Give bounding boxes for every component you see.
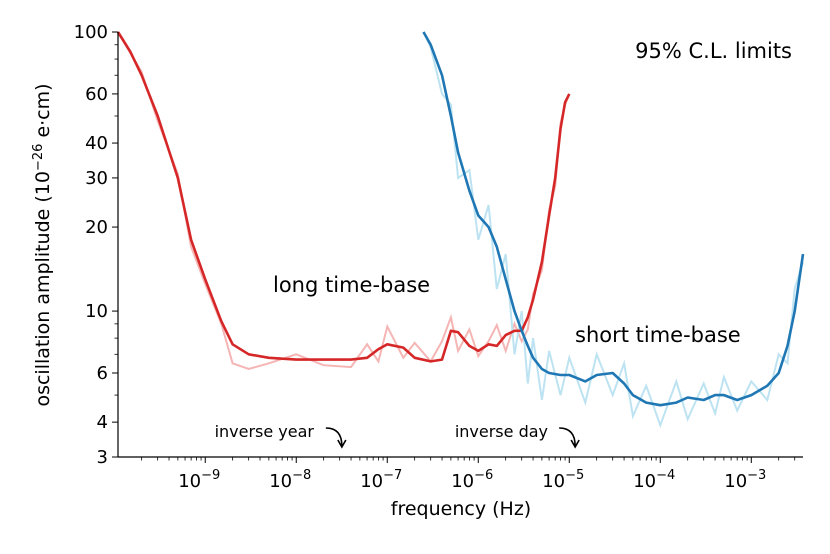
- y-tick-label: 40: [85, 133, 108, 154]
- y-tick-label: 60: [85, 84, 108, 105]
- y-tick-label: 3: [97, 447, 108, 468]
- chart-title: 95% C.L. limits: [635, 39, 792, 63]
- long-time-base-label: long time-base: [273, 273, 430, 297]
- y-tick-label: 6: [97, 363, 108, 384]
- x-tick-label: 10−7: [360, 468, 402, 492]
- series-raw-long-time-base: [117, 31, 571, 371]
- series-layer: [116, 31, 805, 429]
- x-tick-label: 10−8: [269, 468, 311, 492]
- x-tick-label: 10−5: [542, 468, 584, 492]
- x-tick-label: 10−4: [633, 468, 675, 492]
- x-tick-label: 10−3: [724, 468, 766, 492]
- series-raw-short-time-base: [422, 31, 804, 429]
- short-time-base-label: short time-base: [575, 323, 741, 347]
- series-line-long-time-base: [116, 31, 571, 363]
- y-tick-label: 4: [97, 412, 108, 433]
- ticks-layer: 10−9 10−8 10−7 10−6 10−5 10−4 10−3 3 4 6 10 20 30 40 6…: [74, 22, 796, 492]
- y-tick-label: 10: [85, 301, 108, 322]
- inverse-day-marker: inverse day: [455, 422, 580, 449]
- axes-layer: [117, 32, 803, 458]
- x-axis-label: frequency (Hz): [391, 498, 531, 520]
- inverse-year-marker: inverse year: [215, 422, 347, 449]
- inverse-year-label: inverse year: [215, 422, 315, 441]
- series-line-short-time-base: [422, 31, 805, 407]
- y-tick-label: 20: [85, 217, 108, 238]
- inverse-day-arrow: [559, 427, 580, 449]
- x-tick-label: 10−6: [451, 468, 493, 492]
- inverse-day-label: inverse day: [455, 422, 548, 441]
- y-axis-label: oscillation amplitude (10−26 e·cm): [31, 83, 54, 406]
- y-tick-label: 30: [85, 168, 108, 189]
- inverse-year-arrow: [325, 427, 347, 449]
- x-tick-label: 10−9: [178, 468, 220, 492]
- y-tick-label: 100: [74, 22, 108, 43]
